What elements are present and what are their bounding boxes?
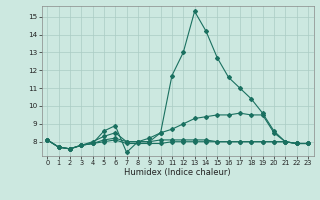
X-axis label: Humidex (Indice chaleur): Humidex (Indice chaleur) (124, 168, 231, 177)
